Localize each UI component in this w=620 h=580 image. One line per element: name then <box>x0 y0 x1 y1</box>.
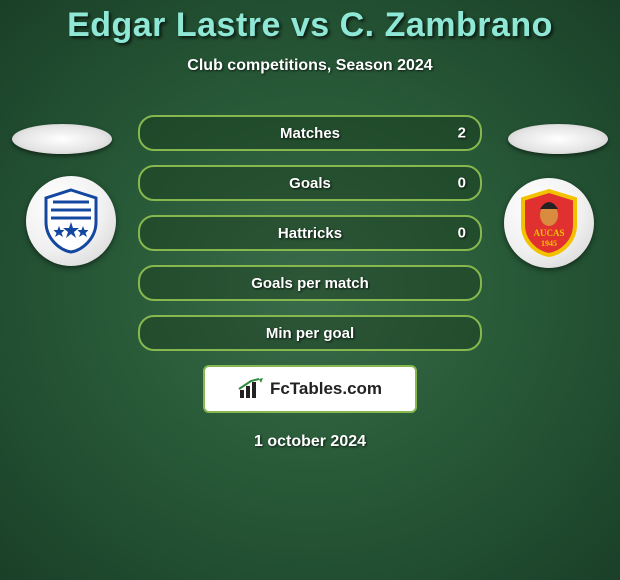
shield-icon <box>41 188 101 254</box>
page-title: Edgar Lastre vs C. Zambrano <box>0 0 620 45</box>
stat-label: Matches <box>280 125 340 142</box>
stat-row: Matches 2 <box>138 115 482 151</box>
stat-row: Goals per match <box>138 265 482 301</box>
date-label: 1 october 2024 <box>0 433 620 451</box>
team-right-crest: AUCAS 1945 <box>504 178 594 268</box>
team-left-crest <box>26 176 116 266</box>
player-left-disc <box>12 124 112 154</box>
stat-row: Hattricks 0 <box>138 215 482 251</box>
shield-icon: AUCAS 1945 <box>518 189 580 257</box>
team-right-year: 1945 <box>541 239 557 248</box>
stat-label: Hattricks <box>278 225 342 242</box>
stat-row: Goals 0 <box>138 165 482 201</box>
bar-chart-icon <box>238 378 264 400</box>
stat-right-value: 0 <box>458 225 466 242</box>
stat-label: Goals <box>289 175 331 192</box>
brand-box[interactable]: FcTables.com <box>203 365 417 413</box>
stat-label: Goals per match <box>251 275 369 292</box>
page-subtitle: Club competitions, Season 2024 <box>0 57 620 75</box>
brand-text: FcTables.com <box>270 379 382 399</box>
stat-row: Min per goal <box>138 315 482 351</box>
stat-right-value: 0 <box>458 175 466 192</box>
stat-right-value: 2 <box>458 125 466 142</box>
player-right-disc <box>508 124 608 154</box>
stat-label: Min per goal <box>266 325 354 342</box>
svg-text:AUCAS: AUCAS <box>533 228 564 238</box>
